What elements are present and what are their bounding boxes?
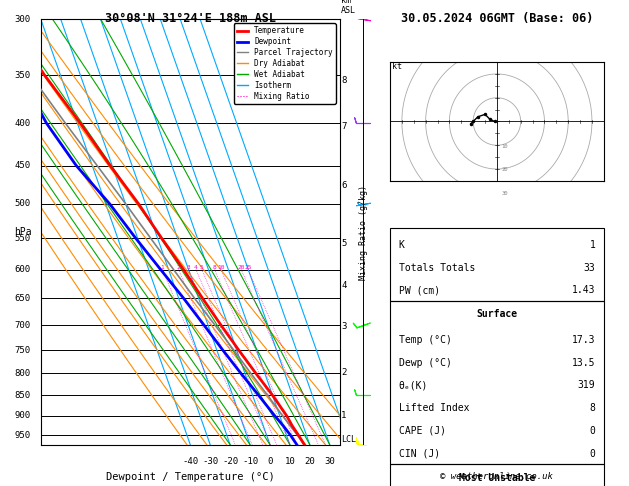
Text: 850: 850 (14, 391, 30, 399)
Text: CIN (J): CIN (J) (399, 449, 440, 459)
Text: -20: -20 (222, 457, 238, 467)
Text: kt: kt (392, 62, 403, 71)
Text: 400: 400 (14, 119, 30, 128)
Text: 25: 25 (244, 264, 252, 270)
Text: 20: 20 (502, 167, 508, 173)
Text: 950: 950 (14, 431, 30, 440)
Text: 450: 450 (14, 161, 30, 170)
Text: CAPE (J): CAPE (J) (399, 426, 445, 436)
Text: 700: 700 (14, 321, 30, 330)
Text: 13.5: 13.5 (572, 358, 595, 368)
Text: -10: -10 (242, 457, 258, 467)
Text: PW (cm): PW (cm) (399, 285, 440, 295)
Bar (390, 301, 604, 464)
Text: Temp (°C): Temp (°C) (399, 335, 452, 345)
Bar (390, 228, 604, 301)
Text: 350: 350 (14, 70, 30, 80)
Text: -30: -30 (202, 457, 218, 467)
Text: 20: 20 (304, 457, 315, 467)
Text: 500: 500 (14, 199, 30, 208)
Text: 300: 300 (14, 15, 30, 24)
Text: Surface: Surface (476, 310, 518, 319)
Text: 319: 319 (577, 381, 595, 390)
Text: © weatheronline.co.uk: © weatheronline.co.uk (440, 472, 554, 481)
Text: 1: 1 (341, 411, 347, 419)
Text: 3: 3 (187, 264, 191, 270)
Bar (390, 464, 604, 486)
Text: 10: 10 (502, 144, 508, 149)
Text: 0: 0 (589, 426, 595, 436)
Text: 8: 8 (213, 264, 216, 270)
Text: 5: 5 (341, 240, 347, 248)
Text: 550: 550 (14, 234, 30, 243)
Text: 5: 5 (200, 264, 204, 270)
Text: LCL: LCL (341, 435, 356, 444)
Text: 0: 0 (589, 449, 595, 459)
Text: 8: 8 (341, 76, 347, 85)
Text: 2: 2 (341, 368, 347, 377)
Text: hPa: hPa (14, 227, 32, 237)
Text: 30°08'N 31°24'E 188m ASL: 30°08'N 31°24'E 188m ASL (105, 12, 276, 25)
Text: 1.43: 1.43 (572, 285, 595, 295)
Text: -40: -40 (182, 457, 198, 467)
Text: 900: 900 (14, 411, 30, 420)
Text: Lifted Index: Lifted Index (399, 403, 469, 413)
Text: Totals Totals: Totals Totals (399, 262, 475, 273)
Text: 0: 0 (267, 457, 272, 467)
Text: 600: 600 (14, 265, 30, 274)
Text: K: K (399, 240, 404, 250)
Text: 10: 10 (284, 457, 295, 467)
Text: 1: 1 (589, 240, 595, 250)
Text: 750: 750 (14, 346, 30, 354)
Text: Mixing Ratio (g/kg): Mixing Ratio (g/kg) (359, 185, 368, 279)
Legend: Temperature, Dewpoint, Parcel Trajectory, Dry Adiabat, Wet Adiabat, Isotherm, Mi: Temperature, Dewpoint, Parcel Trajectory… (233, 23, 336, 104)
Text: 650: 650 (14, 294, 30, 303)
Text: 30: 30 (325, 457, 335, 467)
Text: 1: 1 (160, 264, 164, 270)
Text: Most Unstable: Most Unstable (459, 473, 535, 483)
Text: 2: 2 (177, 264, 181, 270)
Text: 20: 20 (237, 264, 245, 270)
Text: 4: 4 (194, 264, 198, 270)
Text: 7: 7 (341, 122, 347, 131)
Text: 30.05.2024 06GMT (Base: 06): 30.05.2024 06GMT (Base: 06) (401, 12, 593, 25)
Text: 8: 8 (589, 403, 595, 413)
Text: 4: 4 (341, 281, 347, 291)
Text: 10: 10 (217, 264, 225, 270)
Text: Dewpoint / Temperature (°C): Dewpoint / Temperature (°C) (106, 472, 275, 482)
Text: 6: 6 (341, 181, 347, 191)
Text: 33: 33 (584, 262, 595, 273)
Text: 17.3: 17.3 (572, 335, 595, 345)
Text: 30: 30 (502, 191, 508, 196)
Text: 3: 3 (341, 322, 347, 331)
Text: km
ASL: km ASL (341, 0, 356, 15)
Text: 800: 800 (14, 369, 30, 378)
Text: Dewp (°C): Dewp (°C) (399, 358, 452, 368)
Text: θₑ(K): θₑ(K) (399, 381, 428, 390)
